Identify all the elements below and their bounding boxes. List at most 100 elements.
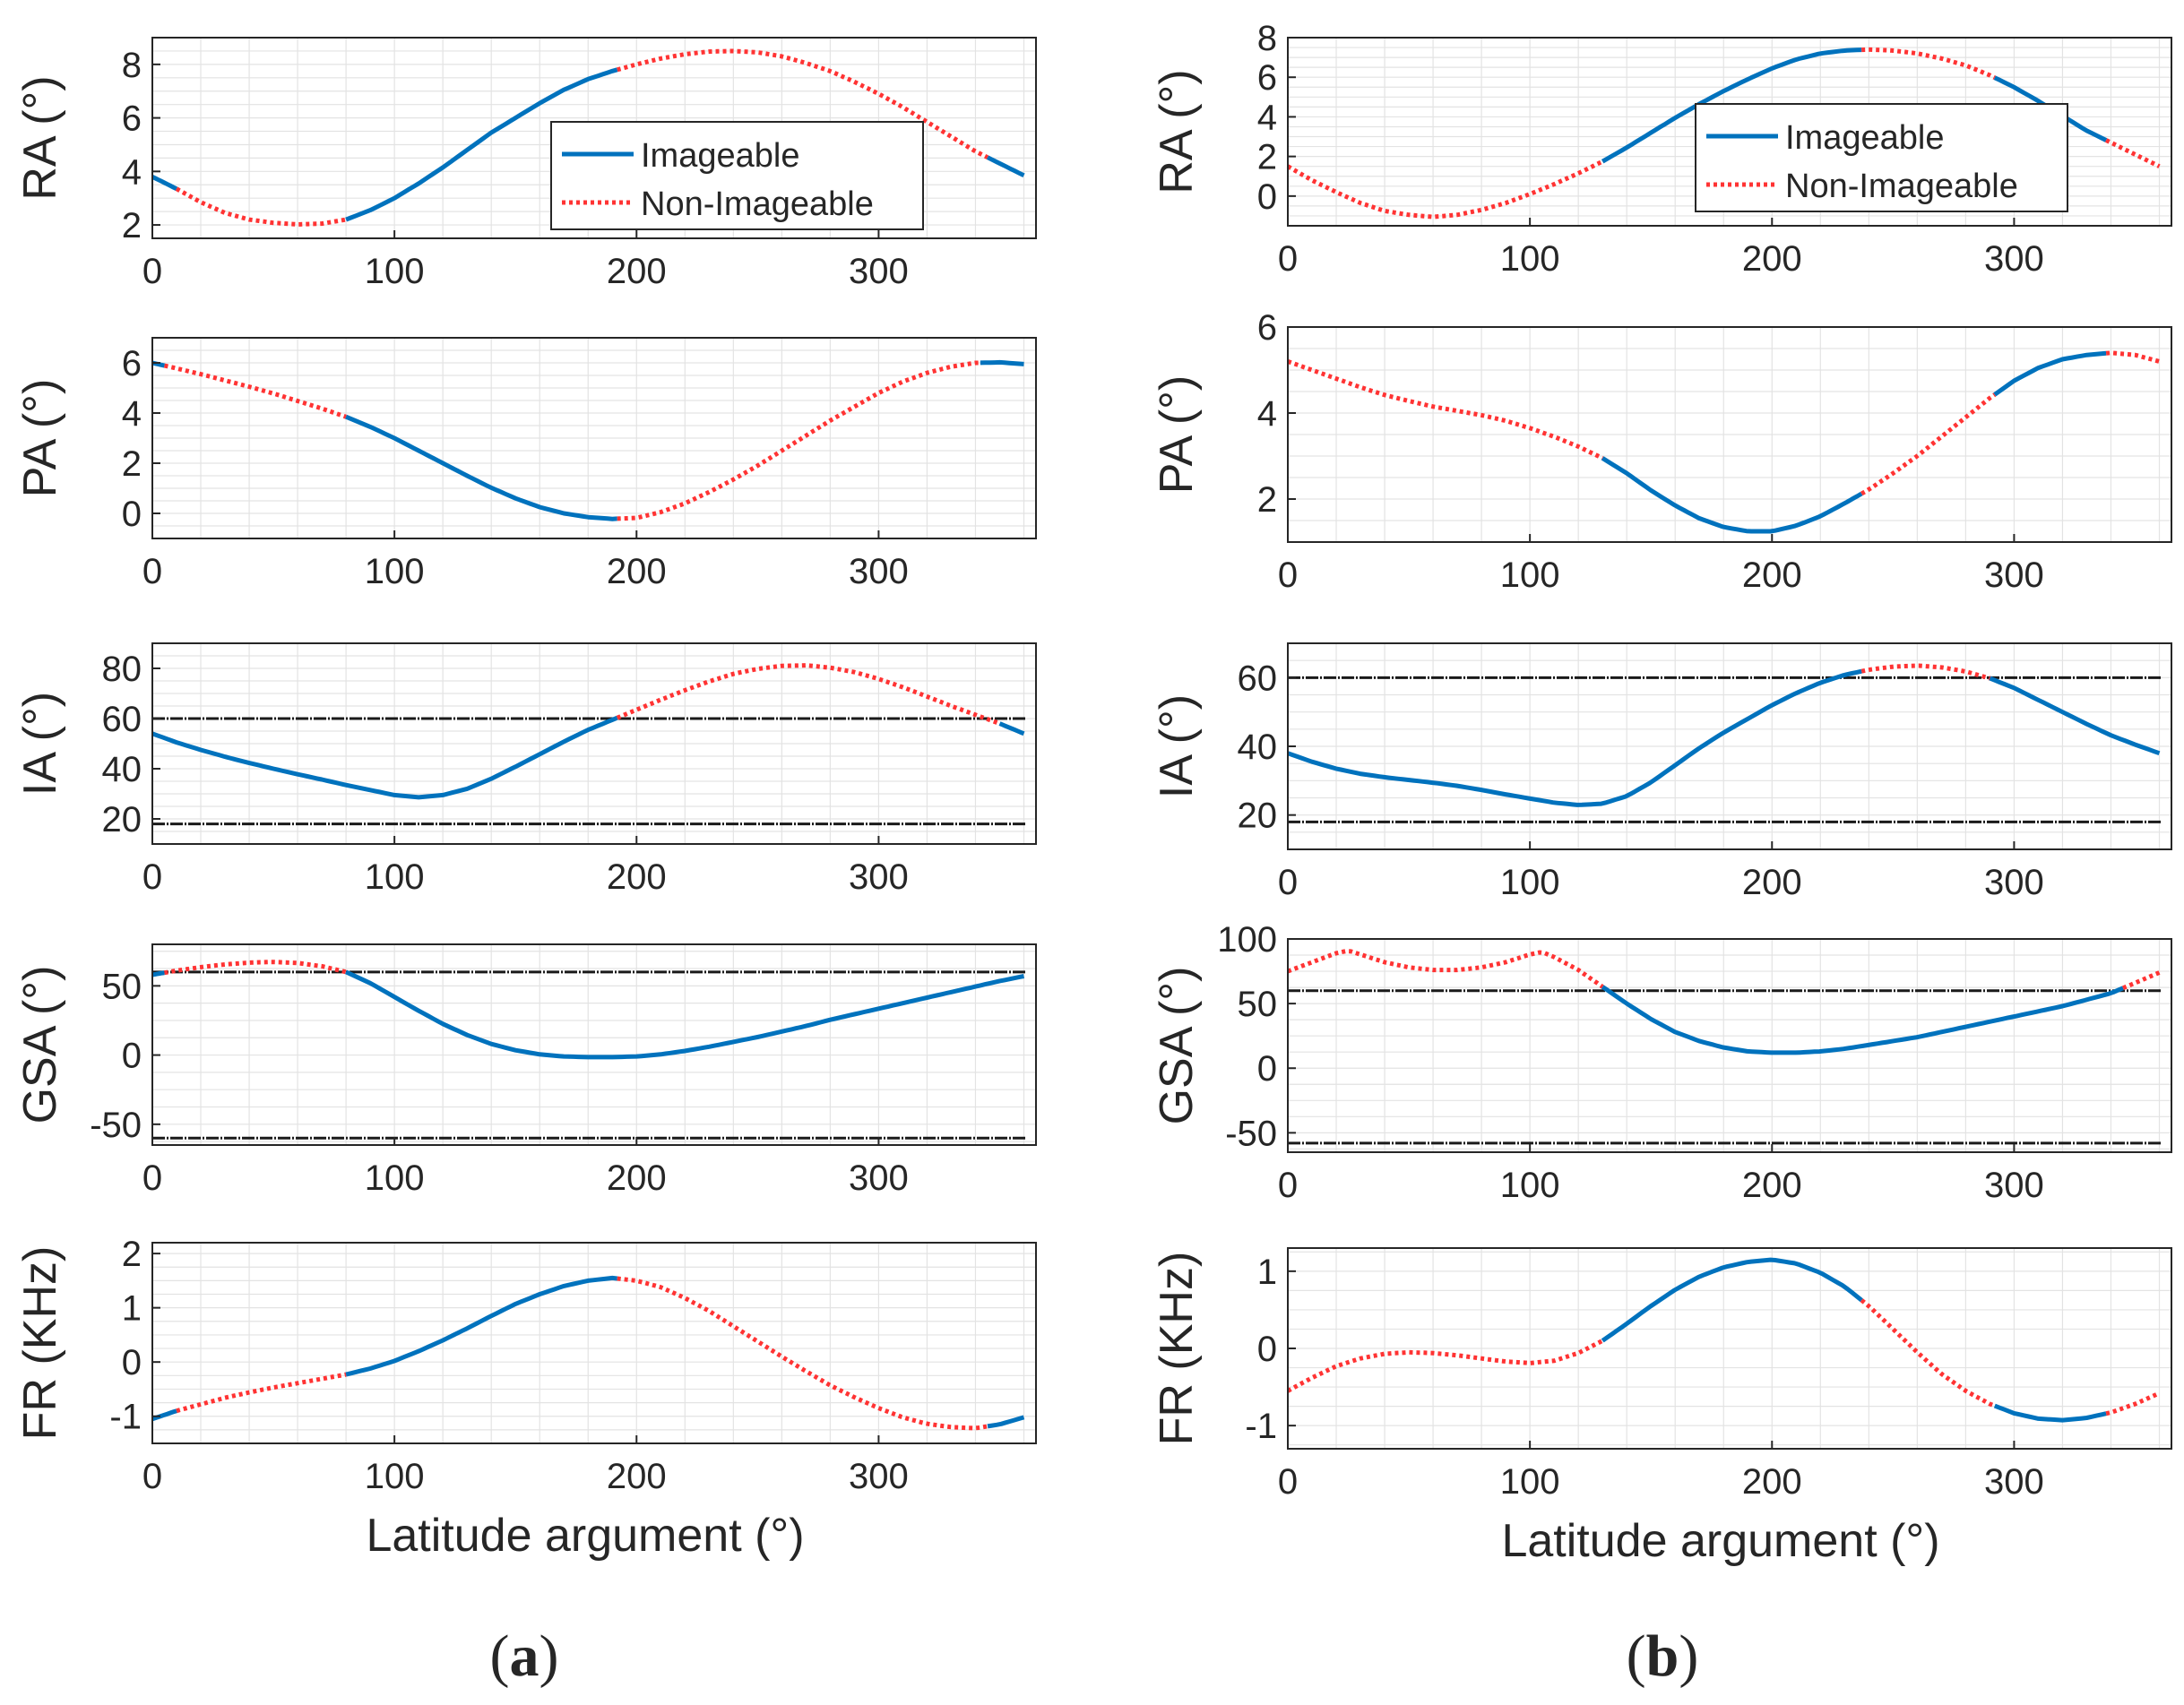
series-line-non-imageable [617,48,989,159]
y-tick-label: 2 [122,1235,142,1274]
y-tick-label: 1 [1257,1253,1277,1292]
x-tick-label: 200 [1742,239,1802,279]
x-tick-label: 300 [849,252,909,291]
x-tick-label: 100 [365,857,425,897]
series-line-imageable [1601,456,1863,534]
series-line-imageable [1287,668,1862,807]
x-tick-label: 100 [365,252,425,291]
series-line-imageable [345,969,1024,1060]
y-tick-label: 0 [122,495,142,534]
panel-caption: (a) [490,1623,559,1689]
x-tick-label: 0 [1278,1462,1298,1502]
x-tick-label: 200 [607,857,667,897]
series-line-imageable [1601,47,1862,164]
series-line-imageable [345,414,617,521]
series-line-non-imageable [176,1372,347,1414]
series-line-non-imageable [1286,159,1604,220]
x-tick-label: 200 [1742,555,1802,595]
series-line-non-imageable [1286,1339,1604,1393]
x-tick-label: 0 [1278,239,1298,279]
y-axis-label: GSA (°) [14,966,66,1124]
series-line-non-imageable [616,663,1001,726]
y-tick-label: 0 [122,1037,142,1076]
series-line-non-imageable [2105,350,2161,364]
x-axis-label: Latitude argument (°) [1501,1515,1939,1567]
legend-label-non-imageable: Non-Imageable [1785,168,2018,205]
y-tick-label: 2 [122,444,142,484]
x-tick-label: 0 [142,857,162,897]
y-tick-label: 0 [1257,177,1277,217]
caption-letter: b [1646,1623,1679,1689]
y-tick-label: 6 [122,99,142,139]
y-tick-label: 20 [102,800,142,840]
x-tick-label: 0 [142,1158,162,1198]
x-tick-label: 0 [142,252,162,291]
x-tick-label: 300 [849,552,909,591]
x-tick-label: 100 [1500,1166,1560,1205]
y-axis-label: FR (KHz) [14,1246,66,1441]
legend-label-imageable: Imageable [641,137,799,175]
y-tick-label: 50 [1238,985,1278,1024]
series-line-non-imageable [1860,663,1991,681]
series-line-imageable [980,359,1024,366]
series-line-imageable [987,1415,1025,1429]
series-line-imageable [986,155,1025,178]
x-tick-label: 100 [365,552,425,591]
series-line-imageable [1993,350,2107,397]
axes-box [151,337,1037,539]
y-tick-label: -50 [90,1106,142,1145]
axes-box [1287,938,2172,1153]
x-tick-label: 0 [1278,863,1298,902]
series-line-non-imageable [1860,1298,1996,1408]
x-tick-label: 200 [1742,863,1802,902]
x-tick-label: 100 [365,1158,425,1198]
x-axis-label: Latitude argument (°) [366,1510,804,1562]
axes-box [151,1242,1037,1444]
series-line-imageable [1601,1257,1863,1343]
y-tick-label: 4 [122,394,142,434]
x-tick-label: 100 [1500,555,1560,595]
x-tick-label: 0 [1278,1166,1298,1205]
y-tick-label: 60 [102,700,142,739]
x-tick-label: 300 [1984,239,2044,279]
x-tick-label: 0 [142,1457,162,1496]
y-tick-label: 6 [1257,308,1277,348]
series-line-imageable [151,175,178,191]
x-tick-label: 200 [1742,1166,1802,1205]
legend-label-non-imageable: Non-Imageable [641,185,874,223]
legend-box [1695,103,2068,212]
subplot-a-IA: 0 100 200 300 20 40 60 80 IA (°) [14,642,1037,897]
series-line-non-imageable [1861,47,1996,80]
y-tick-label: 2 [1257,480,1277,520]
axes-box [1287,37,2172,227]
caption-letter: a [510,1623,540,1689]
legend-label-imageable: Imageable [1785,119,1944,157]
caption-paren-open: ( [490,1623,510,1689]
caption-paren-open: ( [1627,1623,1646,1689]
series-line-imageable [151,715,618,800]
y-axis-label: RA (°) [14,75,66,200]
series-line-imageable [151,970,166,977]
series-line-imageable [1993,1403,2107,1423]
y-axis-label: FR (KHz) [1151,1252,1203,1446]
axes-box [151,37,1037,239]
y-tick-label: 1 [122,1289,142,1329]
y-tick-label: 20 [1238,797,1278,836]
y-tick-label: 8 [1257,19,1277,58]
axes-background [152,944,1036,1145]
y-tick-label: 6 [122,344,142,383]
legend-box [550,121,924,230]
legend: Imageable Non-Imageable [550,121,924,230]
y-tick-label: 4 [1257,98,1277,137]
y-tick-label: 4 [122,152,142,192]
y-tick-label: 80 [102,650,142,689]
x-tick-label: 0 [1278,555,1298,595]
y-tick-label: -1 [109,1398,142,1437]
y-tick-label: 40 [102,750,142,789]
series-line-non-imageable [617,360,980,521]
y-tick-label: 4 [1257,394,1277,434]
